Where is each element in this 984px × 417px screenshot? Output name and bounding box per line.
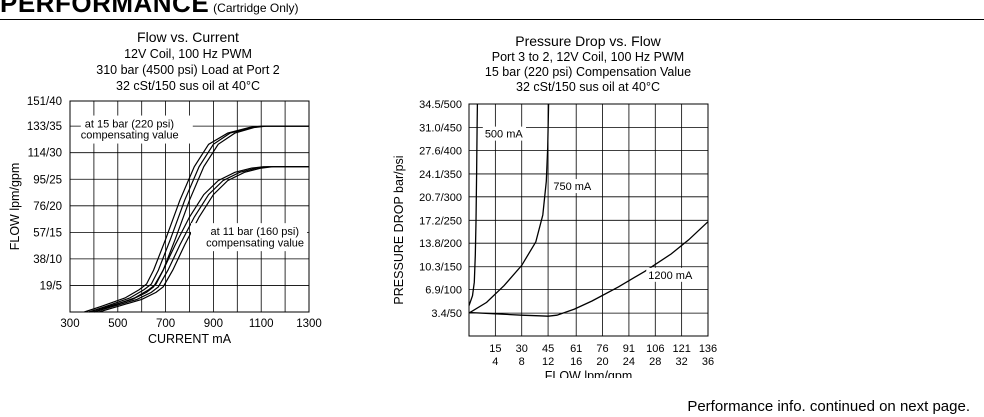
- y-tick-label: 3.4/50: [431, 308, 462, 320]
- y-tick-label: 133/35: [27, 121, 62, 133]
- x-tick-label-lpm: 136: [699, 343, 717, 355]
- x-tick-label-lpm: 61: [570, 343, 582, 355]
- y-tick-label: 151/40: [27, 96, 62, 108]
- chart-subtitle: Port 3 to 2, 12V Coil, 100 Hz PWM: [492, 50, 684, 64]
- x-tick-label-gpm: 28: [649, 356, 661, 368]
- chart-subtitle: 12V Coil, 100 Hz PWM: [124, 47, 252, 61]
- x-tick-label-lpm: 30: [516, 343, 528, 355]
- x-tick-label-lpm: 121: [672, 343, 690, 355]
- pressure-curve: [468, 221, 709, 317]
- x-tick-label: 900: [204, 318, 223, 330]
- y-tick-label: 24.1/350: [419, 169, 462, 181]
- x-tick-label: 1100: [249, 318, 274, 330]
- annotation-backing: [482, 126, 527, 141]
- y-tick-label: 34.5/500: [419, 99, 462, 111]
- annotation-backing: [80, 115, 193, 144]
- flow-curve: [88, 125, 309, 313]
- plot-frame: [69, 100, 310, 313]
- y-tick-label: 19/5: [40, 280, 62, 292]
- annotation-backing: [551, 179, 595, 194]
- y-tick-label: 20.7/300: [419, 192, 462, 204]
- x-tick-label-gpm: 24: [623, 356, 635, 368]
- y-tick-label: 76/20: [33, 201, 62, 213]
- y-tick-label: 38/10: [33, 254, 62, 266]
- chart-subtitle: 310 bar (4500 psi) Load at Port 2: [96, 63, 280, 77]
- x-tick-label-lpm: 45: [542, 343, 554, 355]
- x-tick-label: 700: [156, 318, 175, 330]
- series-label: 500 mA: [485, 129, 524, 141]
- plot-frame: [468, 103, 709, 337]
- y-tick-label: 95/25: [33, 174, 62, 186]
- x-tick-label-gpm: 16: [570, 356, 582, 368]
- page-subtitle: (Cartridge Only): [213, 1, 299, 15]
- annotation-label: at 15 bar (220 psi): [85, 119, 174, 131]
- x-tick-label-gpm: 12: [542, 356, 554, 368]
- x-tick-label: 500: [108, 318, 127, 330]
- flow-curve: [88, 166, 309, 313]
- x-axis-label: CURRENT mA: [148, 332, 232, 346]
- x-tick-label-gpm: 36: [702, 356, 714, 368]
- y-tick-label: 10.3/150: [419, 262, 462, 274]
- header-divider: [0, 19, 984, 20]
- x-tick-label-gpm: 32: [676, 356, 688, 368]
- chart-subtitle: 15 bar (220 psi) Compensation Value: [485, 65, 691, 79]
- x-tick-label: 1300: [296, 318, 322, 330]
- x-tick-label: 300: [60, 318, 79, 330]
- chart-title: Flow vs. Current: [137, 29, 239, 45]
- pressure-curve: [468, 103, 550, 314]
- continued-note: Performance info. continued on next page…: [687, 398, 970, 415]
- y-tick-label: 13.8/200: [419, 238, 462, 250]
- flow-curve: [93, 125, 309, 313]
- page-title: PERFORMANCE (Cartridge Only): [0, 0, 299, 19]
- chart-title: Pressure Drop vs. Flow: [515, 33, 661, 49]
- x-tick-label-gpm: 8: [519, 356, 525, 368]
- y-tick-label: 31.0/450: [419, 123, 462, 135]
- pressure-curve: [468, 103, 479, 306]
- annotation-backing: [646, 267, 696, 282]
- x-tick-label-lpm: 76: [596, 343, 608, 355]
- chart-subtitle: 32 cSt/150 sus oil at 40°C: [516, 80, 660, 94]
- series-label: 750 mA: [553, 181, 592, 193]
- x-tick-label-lpm: 15: [489, 343, 501, 355]
- series-label: 1200 mA: [648, 270, 693, 282]
- x-tick-label-lpm: 91: [623, 343, 635, 355]
- y-tick-label: 17.2/250: [419, 215, 462, 227]
- y-tick-label: 27.6/400: [419, 145, 462, 157]
- y-tick-label: 6.9/100: [425, 285, 462, 297]
- annotation-backing: [191, 223, 307, 252]
- x-tick-label-gpm: 20: [596, 356, 608, 368]
- flow-vs-current-chart: Flow vs. Current 12V Coil, 100 Hz PWM 310 …: [8, 29, 322, 346]
- annotation-label: at 11 bar (160 psi): [211, 226, 299, 238]
- y-axis-label: PRESSURE DROP bar/psi: [392, 155, 406, 304]
- annotation-label: compensating value: [81, 130, 179, 142]
- y-axis-label: FLOW lpm/gpm: [8, 163, 22, 251]
- annotation-label: compensating value: [206, 237, 304, 249]
- page-title-text: PERFORMANCE: [0, 0, 210, 18]
- flow-curve: [93, 166, 309, 313]
- x-axis-label: FLOW lpm/gpm: [545, 369, 633, 378]
- x-tick-label-lpm: 106: [646, 343, 664, 355]
- y-tick-label: 57/15: [33, 227, 62, 239]
- x-tick-label-gpm: 4: [492, 356, 498, 368]
- chart-subtitle: 32 cSt/150 sus oil at 40°C: [116, 79, 260, 93]
- y-tick-label: 114/30: [28, 148, 62, 160]
